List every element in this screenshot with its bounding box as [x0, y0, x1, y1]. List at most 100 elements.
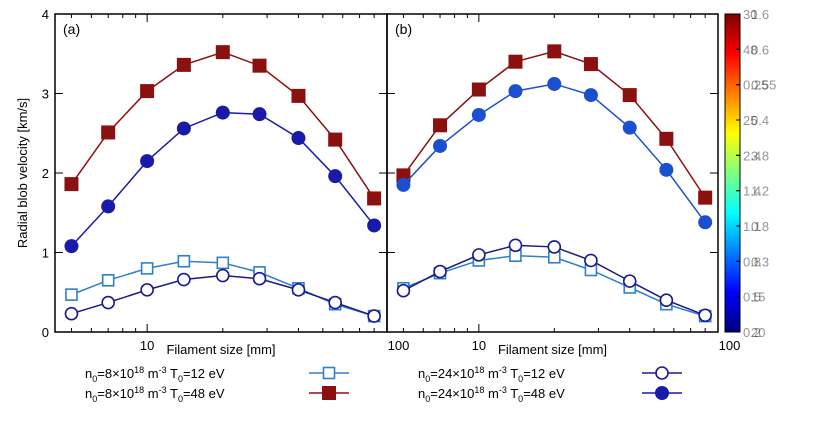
- series-line: [402, 50, 706, 199]
- colorbar-tick-label: 30: [743, 7, 757, 22]
- data-point: [698, 215, 713, 230]
- legend-label-part: n: [85, 366, 92, 381]
- legend-label-part: =12 eV: [523, 366, 565, 381]
- data-point: [547, 240, 562, 254]
- panel-label: (a): [63, 21, 80, 37]
- x-axis-title: Filament size [mm]: [498, 342, 607, 357]
- legend-label-part: m: [144, 386, 158, 401]
- colorbar-tick-label: 0.2: [743, 325, 761, 340]
- data-point: [583, 88, 598, 103]
- panel-b: 10 100 (b) Filament size [mm]: [386, 13, 741, 357]
- data-point: [698, 190, 713, 205]
- x-tick-label: 100: [388, 338, 410, 353]
- colorbar-tick-label: 0.55: [751, 78, 776, 93]
- data-point: [65, 288, 78, 301]
- legend-label-part: =24×10: [430, 366, 474, 381]
- data-point: [328, 295, 343, 310]
- legend-label-part: 18: [134, 385, 144, 395]
- series-0: [397, 249, 712, 323]
- data-point: [471, 107, 486, 122]
- legend-label-part: 0: [178, 374, 183, 384]
- colorbar-tick-label: 48: [743, 42, 757, 57]
- legend-entry: n0=8×1018 m-3 T0=48 eV: [85, 385, 349, 404]
- data-point: [252, 58, 267, 73]
- data-point: [508, 238, 523, 253]
- data-point: [177, 254, 191, 268]
- series-3: [396, 76, 713, 230]
- legend-label-part: T: [167, 366, 178, 381]
- data-point: [622, 120, 637, 135]
- legend-label-part: 0: [92, 394, 97, 404]
- data-point: [396, 177, 411, 192]
- colorbar-gradient: [724, 13, 741, 333]
- legend-label-part: n: [85, 386, 92, 401]
- data-point: [433, 138, 448, 153]
- colorbar-tick-label: 0.6: [751, 42, 769, 57]
- legend-label-part: m: [144, 366, 158, 381]
- series-2: [64, 268, 381, 323]
- data-point: [508, 84, 523, 99]
- legend-label-part: n: [418, 386, 425, 401]
- legend-label: n0=24×1018 m-3 T0=48 eV: [418, 385, 565, 404]
- series-2: [396, 238, 712, 323]
- legend-label-part: =8×10: [97, 386, 134, 401]
- data-point: [472, 248, 486, 262]
- colorbar-tick-label: 1.6: [751, 7, 769, 22]
- legend-label-part: m: [484, 386, 498, 401]
- legend-label-part: =8×10: [97, 366, 134, 381]
- data-point: [101, 125, 116, 140]
- data-point: [216, 268, 230, 283]
- legend-label: n0=8×1018 m-3 T0=48 eV: [85, 385, 225, 404]
- colorbar-tick-label: 25: [743, 113, 757, 128]
- legend-entry: n0=8×1018 m-3 T0=12 eV: [85, 365, 349, 384]
- data-point: [140, 84, 155, 99]
- data-point: [64, 239, 79, 254]
- data-point: [252, 271, 267, 286]
- data-point: [101, 199, 116, 214]
- legend-label-part: =24×10: [430, 386, 474, 401]
- data-point: [215, 45, 230, 60]
- legend-label-part: =48 eV: [523, 386, 565, 401]
- data-point: [322, 366, 336, 380]
- data-point: [64, 177, 79, 192]
- legend-label-part: 18: [474, 365, 484, 375]
- legend-label-part: 18: [474, 385, 484, 395]
- legend-label-part: T: [507, 386, 518, 401]
- data-point: [291, 131, 306, 146]
- data-point: [508, 54, 523, 69]
- y-tick-label: 1: [42, 246, 49, 261]
- legend-label-part: 0: [92, 374, 97, 384]
- data-point: [177, 272, 191, 287]
- series-1: [64, 45, 382, 206]
- data-point: [433, 264, 447, 279]
- data-point: [367, 309, 381, 323]
- legend-label-part: 0: [518, 394, 523, 404]
- colorbar-tick-label: 1.1: [743, 219, 761, 234]
- data-point: [547, 44, 562, 59]
- legend-label-part: 0: [425, 394, 430, 404]
- legend-label-part: 0: [518, 374, 523, 384]
- legend-entry: n0=24×1018 m-3 T0=48 eV: [418, 385, 682, 404]
- series-1: [396, 44, 713, 205]
- data-point: [140, 262, 154, 275]
- data-point: [176, 57, 191, 72]
- x-tick-label: 100: [719, 338, 741, 353]
- series-0: [65, 254, 381, 323]
- data-point: [215, 105, 230, 120]
- data-point: [547, 76, 562, 91]
- y-tick-label: 0: [42, 325, 49, 340]
- colorbar-tick-label: 0.4: [751, 113, 769, 128]
- data-point: [622, 88, 637, 103]
- data-point: [216, 256, 230, 270]
- plot-frame: [386, 13, 719, 333]
- legend-label-part: n: [418, 366, 425, 381]
- data-point: [328, 169, 343, 184]
- colorbar-tick-label: 0.25: [743, 78, 768, 93]
- y-tick-label: 4: [42, 7, 49, 22]
- colorbar-tick-label: 15: [751, 290, 765, 305]
- legend-label-part: 0: [178, 394, 183, 404]
- plot-panels: 10 100 0 1 2 3 4 (a) Filament size [mm] 10 100 (b) F…: [15, 7, 740, 357]
- legend-label-part: m: [484, 366, 498, 381]
- data-point: [655, 366, 669, 380]
